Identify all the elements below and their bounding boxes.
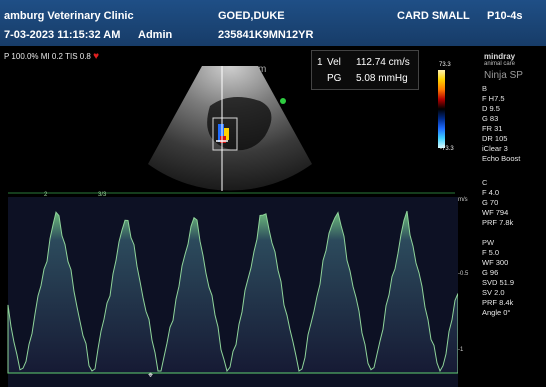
- doppler-spectrum-waveform: [7, 210, 458, 374]
- spectrum-scale-bottom: -1: [458, 347, 464, 353]
- pw-mode-param: G 96: [482, 268, 499, 277]
- spectrum-unit: m/s: [458, 197, 468, 203]
- acoustic-output-text: P 100.0% MI 0.2 TIS 0.8: [4, 52, 91, 61]
- pw-mode-param: F 5.0: [482, 248, 500, 257]
- timeline-marker-left: 2: [44, 192, 48, 198]
- b-mode-title: B: [482, 84, 488, 93]
- color-roi-box[interactable]: [212, 117, 238, 151]
- measurement-result-box: 1 Vel 112.74 cm/s PG 5.08 mmHg: [311, 50, 419, 90]
- brand-logo-subtitle: animal care: [484, 61, 516, 67]
- velocity-label: Vel: [327, 57, 341, 68]
- pw-mode-parameters: PW F 5.0 WF 300 G 96 SVD 51.9 SV 2.0 PRF…: [482, 238, 514, 318]
- color-flow-blue: [218, 124, 224, 142]
- exam-preset[interactable]: CARD SMALL: [397, 10, 470, 22]
- color-mode-param: F 4.0: [482, 188, 500, 197]
- b-mode-parameters: B F H7.5 D 9.5 G 83 FR 31 DR 105 iClear …: [482, 84, 520, 164]
- color-mode-parameters: C F 4.0 G 70 WF 794 PRF 7.8k: [482, 178, 513, 228]
- b-mode-param: F H7.5: [482, 94, 505, 103]
- b-mode-param: D 9.5: [482, 104, 500, 113]
- sector-orientation-label: m: [258, 64, 266, 75]
- heart-icon: ♥: [93, 51, 100, 62]
- color-velocity-scale-bar: [438, 70, 445, 148]
- pw-mode-param: PRF 8.4k: [482, 298, 514, 307]
- color-mode-title: C: [482, 178, 488, 187]
- pressure-gradient-value: 5.08 mmHg: [356, 73, 408, 84]
- spectral-doppler-trace[interactable]: ⌖: [0, 197, 458, 387]
- color-scale-max: 73.3: [439, 62, 451, 68]
- color-flow-red: [220, 136, 226, 143]
- b-mode-param: FR 31: [482, 124, 503, 133]
- operator-name: Admin: [138, 29, 173, 41]
- color-mode-param: PRF 7.8k: [482, 218, 514, 227]
- clinic-name: amburg Veterinary Clinic: [4, 10, 134, 22]
- spectrum-scale-mid: -0.5: [458, 271, 469, 277]
- patient-id: 235841K9MN12YR: [218, 29, 314, 41]
- color-mode-param: G 70: [482, 198, 499, 207]
- b-mode-param: Echo Boost: [482, 154, 521, 163]
- b-mode-param: iClear 3: [482, 144, 508, 153]
- color-mode-param: WF 794: [482, 208, 509, 217]
- color-scale-min: -73.3: [440, 146, 454, 152]
- patient-header-bar: amburg Veterinary Clinic 7-03-2023 11:15…: [0, 0, 546, 46]
- system-model: Ninja SP: [484, 70, 523, 81]
- brand-logo: mindray: [484, 52, 516, 61]
- sector-image[interactable]: m: [140, 46, 320, 196]
- sweep-timeline: 2 3/3: [8, 192, 455, 198]
- color-flow-yellow: [224, 128, 229, 140]
- exam-datetime: 7-03-2023 11:15:32 AM: [4, 29, 121, 41]
- pw-mode-param: Angle 0°: [482, 308, 511, 317]
- pw-mode-param: SVD 51.9: [482, 278, 515, 287]
- pw-mode-title: PW: [482, 238, 495, 247]
- orientation-marker-icon: [280, 98, 286, 104]
- b-mode-param: DR 105: [482, 134, 508, 143]
- patient-name: GOED,DUKE: [218, 10, 285, 22]
- pressure-gradient-label: PG: [327, 73, 342, 84]
- timeline-marker-right: 3/3: [98, 192, 107, 198]
- probe-name[interactable]: P10-4s: [487, 10, 523, 22]
- acoustic-output-readout: P 100.0% MI 0.2 TIS 0.8 ♥: [4, 51, 99, 62]
- b-mode-param: G 83: [482, 114, 499, 123]
- velocity-value: 112.74 cm/s: [356, 57, 410, 68]
- pw-mode-param: SV 2.0: [482, 288, 505, 297]
- cursor-crosshair-icon[interactable]: ⌖: [148, 371, 153, 381]
- pw-mode-param: WF 300: [482, 258, 509, 267]
- measurement-index: 1: [317, 57, 323, 68]
